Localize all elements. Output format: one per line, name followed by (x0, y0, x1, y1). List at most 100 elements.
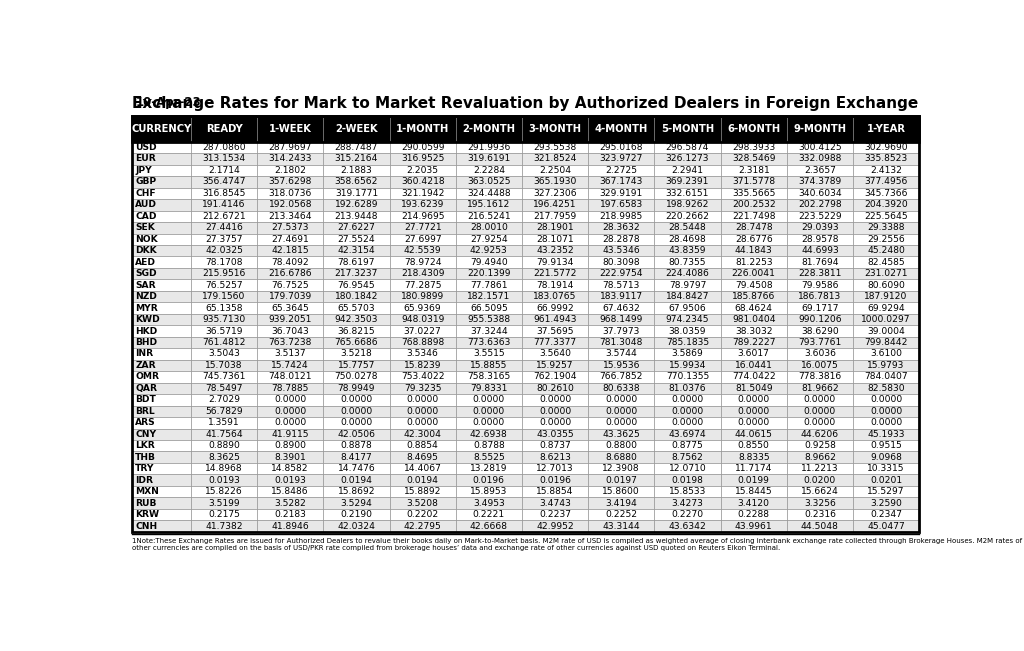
Text: 28.0010: 28.0010 (470, 223, 508, 232)
Bar (389, 520, 456, 532)
Bar (522, 509, 588, 520)
Bar (389, 291, 456, 302)
Bar (786, 520, 853, 532)
Text: 77.7861: 77.7861 (470, 281, 508, 290)
Text: MXN: MXN (135, 487, 159, 496)
Text: 777.3377: 777.3377 (534, 338, 577, 347)
Bar (588, 314, 654, 326)
Text: 42.0325: 42.0325 (205, 246, 243, 255)
Bar (132, 302, 190, 314)
Text: 0.0000: 0.0000 (274, 407, 306, 416)
Bar (324, 497, 389, 509)
Text: 0.0197: 0.0197 (605, 476, 637, 484)
Text: 213.3464: 213.3464 (268, 212, 312, 221)
Bar (324, 394, 389, 406)
Text: 216.5241: 216.5241 (467, 212, 511, 221)
Text: 187.9120: 187.9120 (864, 292, 908, 301)
Bar (257, 326, 324, 337)
Text: 43.8359: 43.8359 (669, 246, 707, 255)
Text: 42.9952: 42.9952 (537, 521, 573, 531)
Bar (522, 371, 588, 383)
Bar (721, 176, 786, 187)
Bar (853, 371, 920, 383)
Text: 36.7043: 36.7043 (271, 327, 309, 335)
Bar (456, 520, 522, 532)
Bar (853, 417, 920, 428)
Bar (853, 497, 920, 509)
Bar (257, 509, 324, 520)
Bar (324, 211, 389, 222)
Bar (257, 187, 324, 199)
Text: 0.0000: 0.0000 (870, 395, 902, 404)
Bar (456, 199, 522, 211)
Bar (456, 475, 522, 486)
Text: 192.6289: 192.6289 (335, 201, 378, 210)
Bar (522, 199, 588, 211)
Text: 78.6197: 78.6197 (338, 258, 375, 267)
Bar (588, 394, 654, 406)
Text: 2.2941: 2.2941 (672, 166, 703, 175)
Text: 200.2532: 200.2532 (732, 201, 775, 210)
Bar (257, 348, 324, 360)
Bar (588, 165, 654, 176)
Bar (853, 486, 920, 497)
Bar (132, 245, 190, 256)
Bar (654, 452, 721, 463)
Bar (389, 153, 456, 165)
Text: 332.0988: 332.0988 (799, 154, 842, 163)
Bar (853, 279, 920, 291)
Text: 3.5294: 3.5294 (341, 499, 373, 508)
Text: 28.5448: 28.5448 (669, 223, 707, 232)
Bar (132, 440, 190, 452)
Text: 2-MONTH: 2-MONTH (463, 124, 515, 133)
Bar (456, 142, 522, 153)
Bar (324, 314, 389, 326)
Text: 192.0568: 192.0568 (268, 201, 312, 210)
Bar (721, 463, 786, 475)
Bar (257, 497, 324, 509)
Text: 0.0000: 0.0000 (737, 395, 770, 404)
Text: 15.7038: 15.7038 (205, 361, 243, 370)
Text: 81.9662: 81.9662 (801, 384, 839, 393)
Text: 0.2316: 0.2316 (804, 510, 836, 519)
Text: 15.9257: 15.9257 (537, 361, 573, 370)
Bar (257, 211, 324, 222)
Text: 3.4194: 3.4194 (605, 499, 637, 508)
Bar (132, 406, 190, 417)
Text: 15.8892: 15.8892 (403, 487, 441, 496)
Bar (853, 199, 920, 211)
Bar (132, 452, 190, 463)
Bar (853, 176, 920, 187)
Bar (257, 199, 324, 211)
Text: BRL: BRL (135, 407, 155, 416)
Bar (257, 116, 324, 142)
Bar (190, 417, 257, 428)
Text: 217.3237: 217.3237 (335, 270, 378, 278)
Bar (853, 406, 920, 417)
Bar (389, 383, 456, 394)
Text: 316.9525: 316.9525 (401, 154, 444, 163)
Bar (588, 486, 654, 497)
Bar (389, 509, 456, 520)
Text: 45.0477: 45.0477 (867, 521, 905, 531)
Text: 955.5388: 955.5388 (467, 315, 510, 324)
Bar (654, 360, 721, 371)
Bar (132, 165, 190, 176)
Text: 296.5874: 296.5874 (666, 143, 710, 152)
Text: 67.4632: 67.4632 (602, 303, 640, 312)
Text: 66.9992: 66.9992 (537, 303, 573, 312)
Bar (257, 291, 324, 302)
Text: 2.1714: 2.1714 (208, 166, 240, 175)
Bar (456, 486, 522, 497)
Bar (257, 520, 324, 532)
Bar (522, 222, 588, 234)
Text: 15.9536: 15.9536 (602, 361, 640, 370)
Bar (257, 475, 324, 486)
Text: 15.8533: 15.8533 (669, 487, 707, 496)
Bar (522, 497, 588, 509)
Bar (786, 406, 853, 417)
Bar (456, 187, 522, 199)
Text: Exchange Rates for Mark to Market Revaluation by Authorized Dealers in Foreign E: Exchange Rates for Mark to Market Revalu… (132, 96, 918, 111)
Bar (588, 176, 654, 187)
Bar (456, 440, 522, 452)
